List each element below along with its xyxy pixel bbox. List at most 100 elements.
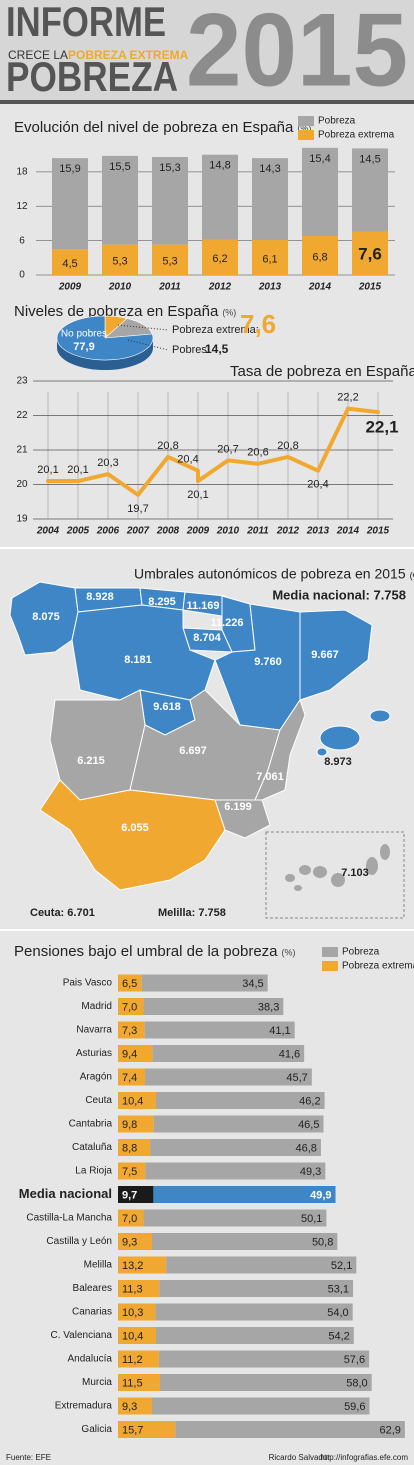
x-tick-label: 2014 [336,526,360,537]
y-tick-label: 23 [16,376,28,387]
bar-segment [118,1092,156,1109]
region [369,709,391,723]
region-value: 8.181 [124,654,152,666]
leader [127,339,169,351]
value-label: 20,1 [187,489,208,501]
x-tick-label: 2010 [216,526,240,537]
x-tick-label: 2011 [246,526,269,537]
y-tick-label: Melilla [84,1260,113,1271]
bar-segment [352,148,388,232]
value-label: 53,1 [328,1283,349,1295]
value-label: 19,7 [127,503,148,515]
y-tick-label: 18 [16,167,28,178]
region [39,779,226,891]
legend-swatch [322,947,338,957]
bar-segment [118,1374,160,1391]
bar-segment [166,1256,357,1274]
value-label: 50,1 [301,1213,322,1225]
value-label: 34,5 [242,978,263,990]
region-value: 8.704 [193,632,221,644]
chart-unit: (%) [297,123,311,133]
chart-title: Pensiones bajo el umbral de la pobreza [14,943,278,960]
value-label: 49,9 [310,1189,331,1201]
header-bg [0,0,414,102]
header-subtitle-highlight: POBREZA EXTREMA [68,48,189,62]
value-label: 6,1 [262,253,277,265]
bar-segment [118,1397,152,1415]
value-label: 10,4 [122,1330,143,1342]
x-tick-label: 2009 [186,526,210,537]
bar-segment [118,1421,176,1438]
value-label: 15,5 [109,161,130,173]
region-value: 9.667 [311,649,339,661]
bar-segment [153,1115,324,1133]
legend-label: Pobreza extrema [318,130,395,141]
value-label: 20,4 [307,479,328,491]
bar-segment [352,231,388,275]
region-value: 6.055 [121,822,149,834]
map-melilla: Melilla: 7.758 [158,907,226,919]
bar-segment [52,158,88,250]
y-tick-label: C. Valenciana [50,1330,112,1341]
bar-segment [151,1397,370,1415]
bar-segment [152,157,188,245]
value-label: 20,3 [97,457,118,469]
value-label: 57,6 [344,1354,365,1366]
value-label: 20,1 [67,464,88,476]
header-title-bottom: POBREZA [6,53,178,100]
region-value: 8.928 [86,591,114,603]
map-title: Umbrales autonómicos de pobreza en 2015 [134,566,406,582]
x-tick-label: 2004 [36,526,60,537]
x-tick-label: 2015 [366,526,390,537]
value-label: 8,8 [122,1142,137,1154]
value-label: 9,8 [122,1119,137,1131]
bar-segment [155,1092,325,1109]
value-label: 49,3 [300,1166,321,1178]
bar-segment [202,239,238,275]
x-tick-label: 2012 [276,526,300,537]
chart-unit: (%) [282,947,296,957]
bar-segment [202,154,238,240]
bar-segment [302,147,338,237]
value-label: 15,4 [309,153,330,165]
value-label: 7,4 [122,1072,137,1084]
x-tick-label: 2010 [108,282,132,293]
bar-segment [118,1209,144,1227]
region-value: 6.215 [77,755,105,767]
value-label: 46,8 [296,1142,317,1154]
y-tick-label: Media nacional [19,1186,112,1201]
value-label: 6,8 [312,251,327,263]
bar-segment [118,1280,160,1297]
bar-segment [159,1374,372,1391]
y-tick-label: Asturias [76,1048,112,1059]
bar-segment [118,1233,152,1250]
x-tick-label: 2013 [306,526,330,537]
value-label: 59,6 [344,1401,365,1413]
value-label: 11,3 [122,1283,143,1295]
pie-value: 14,5 [205,342,229,356]
bar-segment [143,1209,327,1227]
value-label: 11,2 [122,1354,143,1366]
bar-segment [155,1327,354,1344]
map-unit: (€) [410,570,414,580]
value-label: 54,2 [328,1330,349,1342]
value-label: 7,6 [358,245,382,264]
y-tick-label: Cataluña [72,1142,112,1153]
value-label: 10,3 [122,1307,143,1319]
bar-segment [118,1256,167,1274]
value-label: 54,0 [327,1307,348,1319]
region-value: 9.760 [254,656,282,668]
x-tick-label: 2015 [358,282,382,293]
map-national: Media nacional: 7.758 [272,587,406,602]
value-label: 7,0 [122,1001,137,1013]
bar-segment [118,1327,156,1344]
y-tick-label: 19 [16,514,28,525]
value-label: 6,2 [212,253,227,265]
value-label: 15,9 [59,163,80,175]
y-tick-label: 20 [16,479,28,490]
value-label: 5,3 [112,256,127,268]
legend-label: Pobreza extrema [342,961,414,972]
bar-segment [152,1045,305,1062]
value-label: 5,3 [162,256,177,268]
bar-segment [102,244,138,275]
